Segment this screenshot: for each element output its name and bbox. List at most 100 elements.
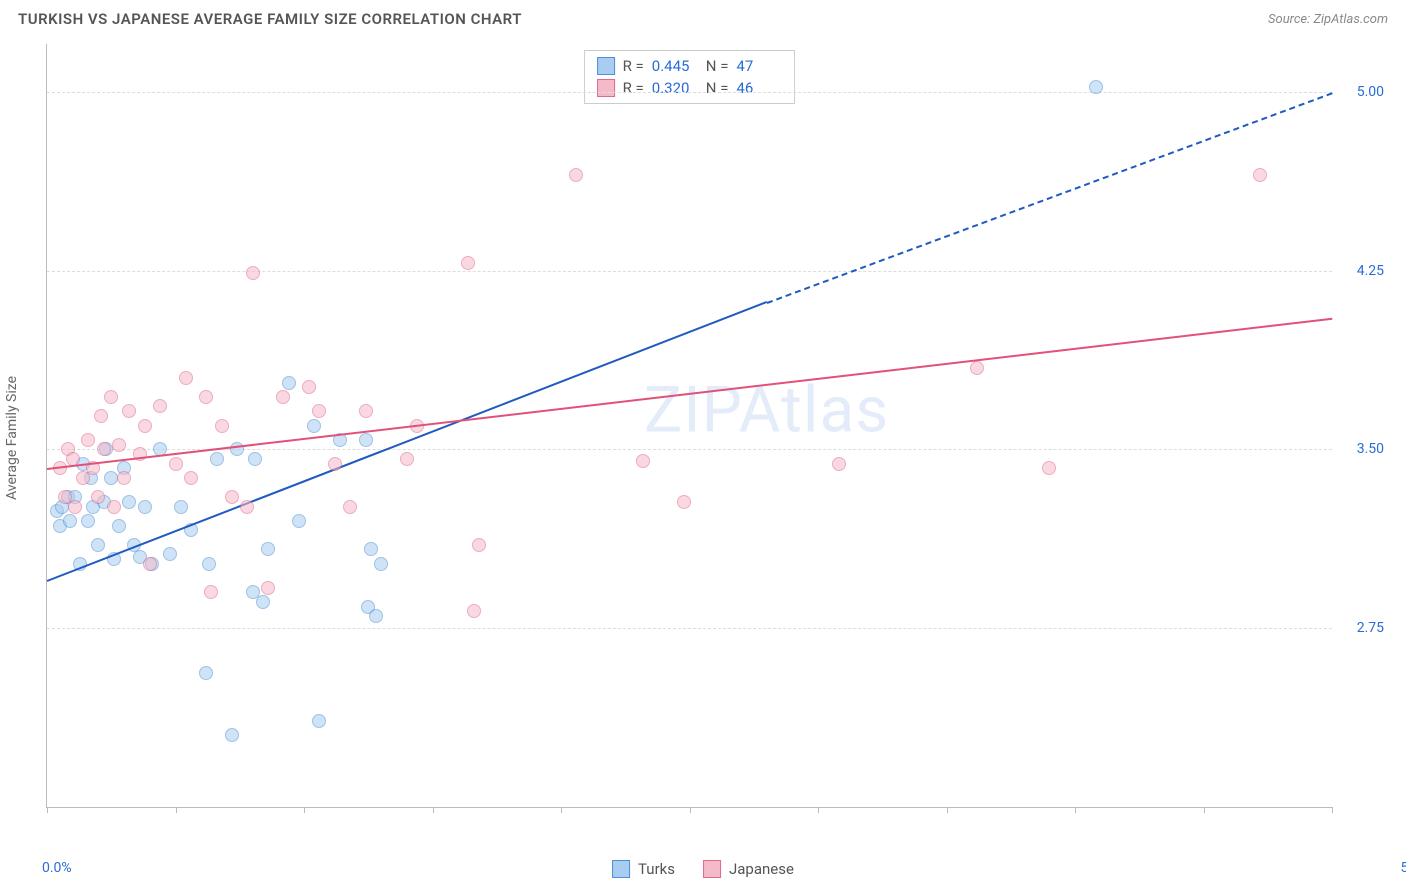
data-point bbox=[832, 457, 846, 471]
source-attribution: Source: ZipAtlas.com bbox=[1268, 12, 1388, 27]
y-tick-label: 5.00 bbox=[1338, 84, 1384, 100]
data-point bbox=[138, 419, 152, 433]
x-tick bbox=[690, 807, 691, 813]
source-prefix: Source: bbox=[1268, 12, 1313, 27]
chart-title: TURKISH VS JAPANESE AVERAGE FAMILY SIZE … bbox=[18, 10, 522, 28]
stats-legend-row: R = 0.320 N = 46 bbox=[597, 77, 783, 99]
data-point bbox=[91, 538, 105, 552]
data-point bbox=[63, 514, 77, 528]
data-point bbox=[369, 609, 383, 623]
data-point bbox=[248, 452, 262, 466]
data-point bbox=[169, 457, 183, 471]
data-point bbox=[104, 390, 118, 404]
data-point bbox=[359, 404, 373, 418]
stats-legend-row: R = 0.445 N = 47 bbox=[597, 55, 783, 77]
r-label: R = bbox=[623, 79, 644, 97]
data-point bbox=[569, 168, 583, 182]
x-tick bbox=[1332, 807, 1333, 813]
x-tick bbox=[47, 807, 48, 813]
plot-area: ZIPAtlas R =0.445N =47R =0.320N =46 2.75… bbox=[46, 44, 1332, 808]
y-axis-label: Average Family Size bbox=[4, 376, 20, 500]
data-point bbox=[107, 500, 121, 514]
r-label: R = bbox=[623, 57, 644, 75]
data-point bbox=[461, 256, 475, 270]
x-tick bbox=[818, 807, 819, 813]
y-tick-label: 4.25 bbox=[1338, 263, 1384, 279]
data-point bbox=[256, 595, 270, 609]
x-tick bbox=[304, 807, 305, 813]
data-point bbox=[282, 376, 296, 390]
data-point bbox=[364, 542, 378, 556]
stats-legend: R = 0.445 N = 47 R = 0.320 N = 46 bbox=[584, 50, 796, 104]
data-point bbox=[215, 419, 229, 433]
data-point bbox=[312, 714, 326, 728]
data-point bbox=[153, 399, 167, 413]
gridline bbox=[47, 92, 1332, 93]
data-point bbox=[472, 538, 486, 552]
data-point bbox=[307, 419, 321, 433]
data-point bbox=[467, 604, 481, 618]
n-value: 47 bbox=[736, 57, 782, 75]
data-point bbox=[636, 454, 650, 468]
data-point bbox=[184, 471, 198, 485]
data-point bbox=[210, 452, 224, 466]
legend-swatch bbox=[597, 57, 615, 75]
data-point bbox=[343, 500, 357, 514]
data-point bbox=[143, 557, 157, 571]
data-point bbox=[240, 500, 254, 514]
n-label: N = bbox=[706, 57, 729, 75]
data-point bbox=[970, 361, 984, 375]
data-point bbox=[225, 490, 239, 504]
data-point bbox=[97, 442, 111, 456]
data-point bbox=[68, 500, 82, 514]
data-point bbox=[138, 500, 152, 514]
legend-item: Japanese bbox=[703, 860, 794, 878]
r-value: 0.445 bbox=[652, 57, 698, 75]
data-point bbox=[112, 519, 126, 533]
x-tick bbox=[947, 807, 948, 813]
data-point bbox=[312, 404, 326, 418]
data-point bbox=[204, 585, 218, 599]
data-point bbox=[261, 542, 275, 556]
data-point bbox=[359, 433, 373, 447]
trend-line bbox=[766, 92, 1332, 304]
x-tick bbox=[561, 807, 562, 813]
n-value: 46 bbox=[736, 79, 782, 97]
data-point bbox=[199, 390, 213, 404]
chart-header: TURKISH VS JAPANESE AVERAGE FAMILY SIZE … bbox=[0, 0, 1406, 34]
data-point bbox=[179, 371, 193, 385]
chart-area: Average Family Size ZIPAtlas R =0.445N =… bbox=[46, 44, 1388, 832]
data-point bbox=[163, 547, 177, 561]
data-point bbox=[302, 380, 316, 394]
data-point bbox=[276, 390, 290, 404]
gridline bbox=[47, 628, 1332, 629]
x-axis-max-label: 50.0% bbox=[1400, 860, 1406, 876]
legend-swatch bbox=[597, 79, 615, 97]
data-point bbox=[122, 495, 136, 509]
trend-line bbox=[47, 302, 767, 583]
data-point bbox=[292, 514, 306, 528]
y-tick-label: 3.50 bbox=[1338, 441, 1384, 457]
data-point bbox=[328, 457, 342, 471]
y-tick-label: 2.75 bbox=[1338, 620, 1384, 636]
data-point bbox=[261, 581, 275, 595]
legend-swatch bbox=[703, 860, 721, 878]
n-label: N = bbox=[706, 79, 729, 97]
data-point bbox=[94, 409, 108, 423]
data-point bbox=[81, 514, 95, 528]
legend-item: Turks bbox=[612, 860, 675, 878]
data-point bbox=[677, 495, 691, 509]
data-point bbox=[91, 490, 105, 504]
legend-swatch bbox=[612, 860, 630, 878]
data-point bbox=[122, 404, 136, 418]
data-point bbox=[81, 433, 95, 447]
x-tick bbox=[1075, 807, 1076, 813]
r-value: 0.320 bbox=[652, 79, 698, 97]
x-tick bbox=[176, 807, 177, 813]
data-point bbox=[1089, 80, 1103, 94]
legend-label: Japanese bbox=[729, 860, 794, 878]
data-point bbox=[199, 666, 213, 680]
data-point bbox=[374, 557, 388, 571]
gridline bbox=[47, 271, 1332, 272]
data-point bbox=[246, 266, 260, 280]
